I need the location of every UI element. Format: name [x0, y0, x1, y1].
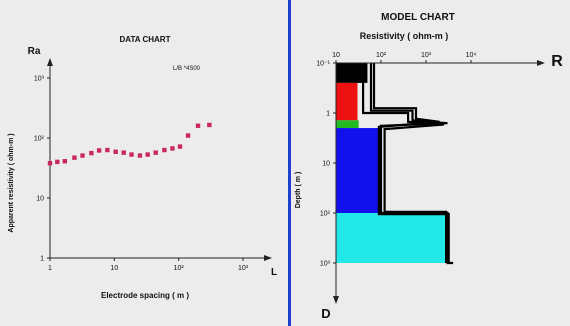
data-point [137, 153, 143, 158]
model-layer [336, 128, 381, 213]
model-chart-y-axis-label: Depth ( m ) [295, 172, 302, 209]
data-point [113, 149, 118, 154]
data-chart-x-tick-label: 10² [174, 265, 185, 272]
panel-divider [288, 0, 291, 326]
data-point [121, 150, 126, 155]
data-chart-x-axis-label: Electrode spacing ( m ) [101, 291, 189, 300]
model-layer [336, 63, 368, 83]
data-chart-y-arrow [47, 58, 53, 66]
data-point [153, 150, 158, 155]
model-chart-y-tick-label: 10⁻¹ [316, 61, 330, 68]
data-chart-x-short-label: L [271, 267, 277, 278]
data-point [129, 152, 134, 157]
model-chart-x-tick-label: 10³ [421, 52, 432, 59]
data-chart-annotation: L/B *4S00 [173, 66, 201, 72]
data-point [96, 148, 102, 153]
data-point [47, 161, 53, 166]
data-chart-y-tick-label: 10² [34, 136, 45, 143]
model-layer [336, 213, 448, 263]
model-chart-y-arrow [333, 296, 339, 304]
model-layer [336, 82, 358, 121]
model-chart-y-tick-label: 10³ [320, 261, 331, 268]
data-chart-title: DATA CHART [120, 35, 171, 44]
data-chart-y-tick-label: 10 [36, 196, 44, 203]
data-chart-x-tick-label: 1 [48, 265, 52, 272]
model-chart-y-tick-label: 10 [322, 161, 330, 168]
model-curve [372, 63, 450, 263]
data-point [89, 150, 94, 156]
data-chart-y-tick-label: 1 [40, 256, 44, 263]
data-point [185, 133, 191, 138]
model-chart-y-tick-label: 1 [326, 111, 330, 118]
data-point [55, 159, 60, 165]
model-chart-x-tick-label: 10⁴ [466, 52, 477, 59]
data-chart-x-arrow [264, 255, 272, 261]
data-point [170, 146, 175, 151]
data-point [177, 144, 183, 149]
data-point [145, 152, 150, 157]
model-chart-y-tick-label: 10² [320, 211, 331, 218]
data-chart-y-short-label: Ra [28, 46, 41, 57]
data-point [207, 122, 212, 128]
model-chart-x-tick-label: 10² [376, 52, 387, 59]
model-chart-y-short-label: D [321, 306, 330, 321]
data-point [105, 147, 110, 153]
data-point [72, 155, 77, 160]
data-point [62, 159, 68, 164]
model-layer [336, 120, 359, 129]
model-chart-x-axis-label: Resistivity ( ohm-m ) [360, 31, 449, 41]
model-chart-x-tick-label: 10 [332, 52, 340, 59]
model-chart-x-short-label: R [551, 53, 563, 70]
data-chart: DATA CHART L/B *4S00 Ra Apparent resisti… [8, 35, 277, 300]
model-curve [362, 63, 448, 263]
model-chart-x-arrow [537, 60, 545, 66]
data-point [195, 123, 201, 128]
data-chart-y-axis-label: Apparent resistivity ( ohm-m ) [8, 133, 15, 232]
data-chart-y-tick-label: 10³ [34, 76, 45, 83]
data-point [80, 153, 85, 158]
data-chart-x-tick-label: 10 [110, 265, 118, 272]
data-chart-x-tick-label: 10³ [238, 265, 249, 272]
model-chart-title: MODEL CHART [381, 12, 455, 23]
data-point [162, 147, 167, 153]
